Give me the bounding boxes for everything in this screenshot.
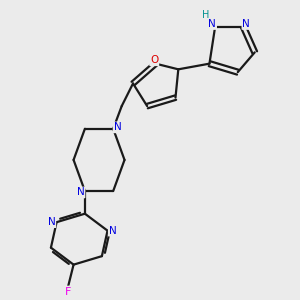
Text: F: F [65, 286, 71, 296]
Text: N: N [109, 226, 116, 236]
Text: N: N [208, 19, 216, 29]
Text: N: N [114, 122, 121, 132]
Text: N: N [48, 217, 56, 227]
Text: H: H [202, 10, 209, 20]
Text: N: N [77, 188, 85, 197]
Text: O: O [150, 55, 158, 65]
Text: N: N [242, 19, 250, 29]
